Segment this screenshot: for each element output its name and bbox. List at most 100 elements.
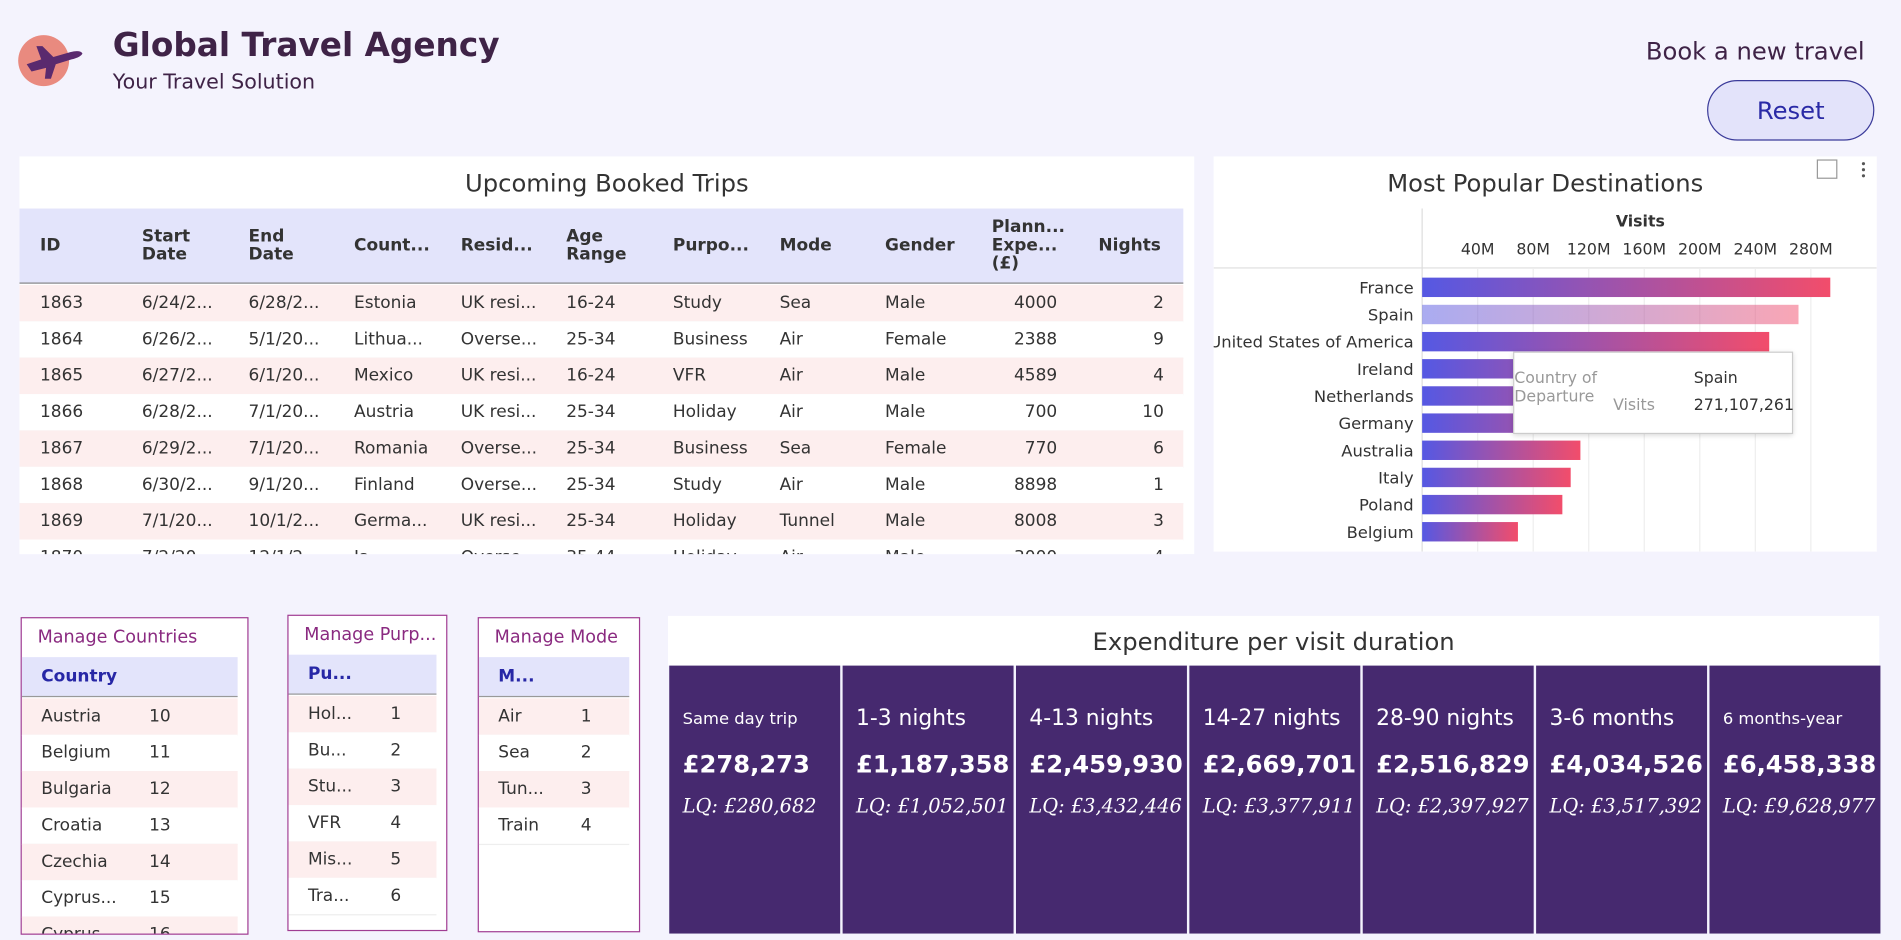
table-cell: Tunnel — [779, 511, 835, 532]
box-title: Manage Mode — [494, 628, 618, 648]
expenditure-panel: Expenditure per visit duration — [668, 615, 1880, 666]
box-row: Croatia 13 — [21, 807, 238, 846]
x-tick-label: 160M — [1622, 240, 1666, 259]
category-label: United States of America — [1214, 333, 1414, 352]
card-lq: LQ: £3,377,911 — [1202, 794, 1356, 818]
bar — [1422, 304, 1799, 325]
card-value: £2,669,701 — [1202, 749, 1357, 779]
stat-card: 6 months-year £6,458,338 LQ: £9,628,977 — [1709, 665, 1881, 934]
table-cell: 25-34 — [566, 402, 616, 422]
table-cell: 1863 — [40, 293, 84, 313]
table-cell: VFR — [672, 366, 707, 386]
row-value: 12 — [149, 779, 171, 799]
column-header: Age Range — [566, 226, 627, 265]
table-cell: Finland — [354, 475, 415, 495]
row-value: 3 — [390, 777, 402, 797]
tooltip-value: 271,107,261 — [1693, 396, 1795, 415]
table-cell: Estonia — [354, 293, 417, 313]
column-header: Nights — [1098, 235, 1161, 256]
row-label: Stu... — [307, 777, 353, 797]
table-cell: Study — [672, 475, 722, 495]
table-cell: Study — [672, 293, 722, 313]
table-cell: 1866 — [40, 402, 84, 422]
row-label: Bu... — [307, 740, 347, 761]
row-label: Cyprus — [41, 925, 101, 935]
table-cell: 4 — [1153, 548, 1164, 554]
box-row: Hol... 1 — [288, 695, 437, 734]
box-header: Country — [21, 657, 238, 698]
table-cell: Sea — [779, 293, 812, 313]
column-header: End Date — [248, 226, 294, 265]
table-cell: Male — [885, 511, 926, 532]
table-cell: 7/1/20... — [248, 438, 320, 459]
table-cell: 4589 — [1014, 366, 1058, 386]
table-cell: 6/1/20... — [248, 366, 320, 386]
table-cell: UK resi... — [460, 366, 537, 386]
stat-card: Same day trip £278,273 LQ: £280,682 — [669, 665, 841, 934]
table-cell: Romania — [354, 438, 429, 459]
row-value: 2 — [580, 743, 592, 763]
column-header: Pu... — [307, 664, 352, 684]
column-header: Start Date — [141, 226, 191, 265]
column-header: Mode — [779, 235, 832, 256]
table-cell: Male — [885, 548, 925, 554]
category-label: France — [1359, 278, 1413, 297]
table-cell: Lithua... — [354, 329, 423, 350]
category-label: Ireland — [1357, 360, 1414, 379]
box-row: Bulgaria 12 — [21, 771, 238, 809]
expand-icon[interactable] — [1816, 159, 1838, 179]
table-cell: 9/1/20... — [248, 475, 320, 495]
row-label: Belgium — [41, 743, 111, 763]
bar — [1422, 331, 1770, 352]
table-row — [19, 503, 1184, 541]
table-cell: 4000 — [1014, 293, 1058, 313]
card-value: £278,273 — [682, 749, 810, 779]
table-cell: 8898 — [1014, 475, 1058, 495]
row-value: 1 — [580, 706, 592, 727]
table-cell: Female — [885, 438, 947, 459]
column-header: Resid... — [460, 235, 533, 256]
row-label: Sea — [498, 743, 530, 763]
table-cell: Male — [885, 366, 926, 386]
table-cell: Austria — [354, 402, 414, 422]
x-axis-title: Visits — [1616, 212, 1665, 231]
table-cell: 6/30/2... — [141, 475, 213, 495]
tooltip-key: Country of Departure — [1514, 369, 1598, 407]
table-cell: 12/1/2... — [249, 548, 320, 554]
menu-icon[interactable] — [1861, 162, 1866, 166]
column-header: Plann... Expe... (£) — [991, 217, 1065, 274]
reset-button[interactable]: Reset — [1707, 80, 1875, 141]
row-value: 5 — [390, 849, 402, 870]
stat-card: 4-13 nights £2,459,930 LQ: £3,432,446 — [1015, 665, 1187, 934]
table-cell: 5/1/20... — [248, 329, 320, 350]
table-cell: 1868 — [40, 475, 84, 495]
table-cell: 1869 — [40, 511, 84, 532]
category-label: Poland — [1359, 496, 1414, 515]
table-cell: UK resi... — [460, 511, 537, 532]
x-tick-label: 40M — [1461, 240, 1495, 259]
row-value: 14 — [149, 852, 171, 872]
category-label: Belgium — [1347, 523, 1414, 542]
table-cell: 1 — [1153, 475, 1164, 495]
app-title: Global Travel Agency — [112, 26, 500, 65]
table-cell: 1864 — [40, 329, 84, 350]
category-label: Netherlands — [1314, 387, 1414, 406]
card-title: 14-27 nights — [1202, 705, 1341, 732]
expenditure-title: Expenditure per visit duration — [1092, 626, 1455, 656]
card-title: 4-13 nights — [1029, 705, 1154, 732]
table-cell: 6/28/2... — [248, 293, 320, 313]
table-cell: Air — [779, 366, 803, 386]
row-label: Mis... — [307, 849, 353, 870]
box-row: Czechia 14 — [21, 843, 238, 882]
card-value: £2,459,930 — [1029, 749, 1183, 779]
table-cell: 3 — [1153, 511, 1164, 532]
row-value: 3 — [580, 779, 592, 799]
row-value: 10 — [149, 706, 171, 727]
category-label: Australia — [1341, 441, 1413, 460]
table-cell: 6/28/2... — [141, 402, 213, 422]
card-lq: LQ: £2,397,927 — [1376, 794, 1529, 818]
table-cell: UK resi... — [460, 402, 537, 422]
category-label: Spain — [1368, 306, 1414, 325]
row-value: 2 — [390, 740, 402, 761]
